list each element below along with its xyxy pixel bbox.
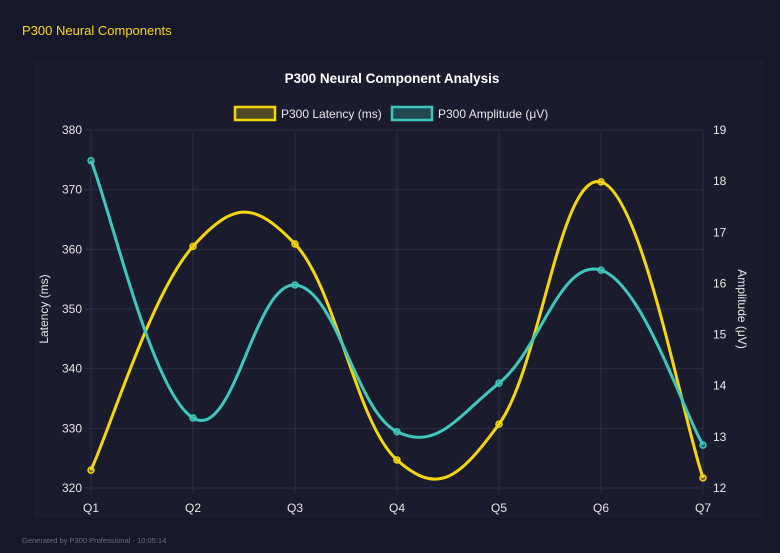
legend-label: P300 Latency (ms) bbox=[281, 107, 382, 121]
chart-title: P300 Neural Component Analysis bbox=[285, 71, 500, 86]
legend: P300 Latency (ms) P300 Amplitude (μV) bbox=[233, 105, 548, 122]
y-tick-label: 330 bbox=[62, 421, 82, 435]
data-point bbox=[291, 281, 299, 289]
footer-text: Generated by P300 Professional - 10:05:1… bbox=[22, 536, 167, 545]
data-point bbox=[699, 474, 707, 482]
y-tick-label: 320 bbox=[62, 481, 82, 495]
x-tick-label: Q6 bbox=[593, 501, 609, 515]
x-tick-label: Q1 bbox=[83, 501, 99, 515]
y2-axis-label: Amplitude (μV) bbox=[735, 269, 749, 349]
series-line-latency bbox=[89, 180, 705, 481]
y-tick-label: 350 bbox=[62, 302, 82, 316]
y2-tick-label: 16 bbox=[713, 276, 727, 290]
data-point bbox=[87, 156, 95, 165]
legend-swatch bbox=[233, 105, 277, 122]
chart-panel bbox=[34, 60, 764, 518]
legend-swatch bbox=[390, 105, 434, 122]
data-point bbox=[291, 240, 299, 248]
data-point bbox=[393, 427, 401, 436]
data-point bbox=[597, 178, 605, 186]
y2-tick-label: 15 bbox=[713, 328, 727, 342]
x-tick-label: Q4 bbox=[389, 501, 405, 515]
x-tick-label: Q2 bbox=[185, 501, 201, 515]
x-tick-label: Q5 bbox=[491, 501, 507, 515]
x-tick-label: Q3 bbox=[287, 501, 303, 515]
series bbox=[87, 156, 707, 482]
grid bbox=[85, 129, 704, 494]
legend-label: P300 Amplitude (μV) bbox=[438, 107, 548, 121]
data-point bbox=[189, 414, 197, 422]
y-tick-label: 340 bbox=[62, 362, 82, 376]
data-point bbox=[87, 466, 95, 474]
page-title: P300 Neural Components bbox=[22, 23, 172, 38]
data-point bbox=[597, 266, 605, 274]
data-point bbox=[495, 379, 503, 387]
data-point bbox=[699, 441, 707, 449]
series-line-amplitude bbox=[89, 160, 705, 446]
x-tick-label: Q7 bbox=[695, 501, 711, 515]
y-tick-label: 360 bbox=[62, 242, 82, 256]
y2-tick-label: 17 bbox=[713, 225, 727, 239]
axes: 320 330 340 350 360 370 380 12 13 14 15 16 17 18 19 Q1 Q… bbox=[37, 123, 749, 515]
y2-tick-label: 14 bbox=[713, 379, 727, 393]
y-axis-label: Latency (ms) bbox=[37, 274, 51, 343]
y-tick-label: 370 bbox=[62, 183, 82, 197]
y2-tick-label: 18 bbox=[713, 174, 727, 188]
data-point bbox=[495, 420, 503, 428]
y2-tick-label: 19 bbox=[713, 123, 727, 137]
y2-tick-label: 12 bbox=[713, 481, 727, 495]
data-point bbox=[189, 242, 197, 251]
data-point bbox=[393, 456, 401, 464]
y-tick-label: 380 bbox=[62, 123, 82, 137]
y2-tick-label: 13 bbox=[713, 430, 727, 444]
